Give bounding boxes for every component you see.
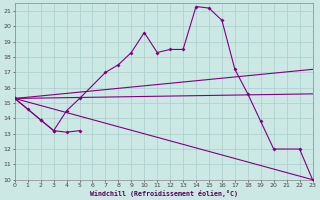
X-axis label: Windchill (Refroidissement éolien,°C): Windchill (Refroidissement éolien,°C) (90, 190, 238, 197)
